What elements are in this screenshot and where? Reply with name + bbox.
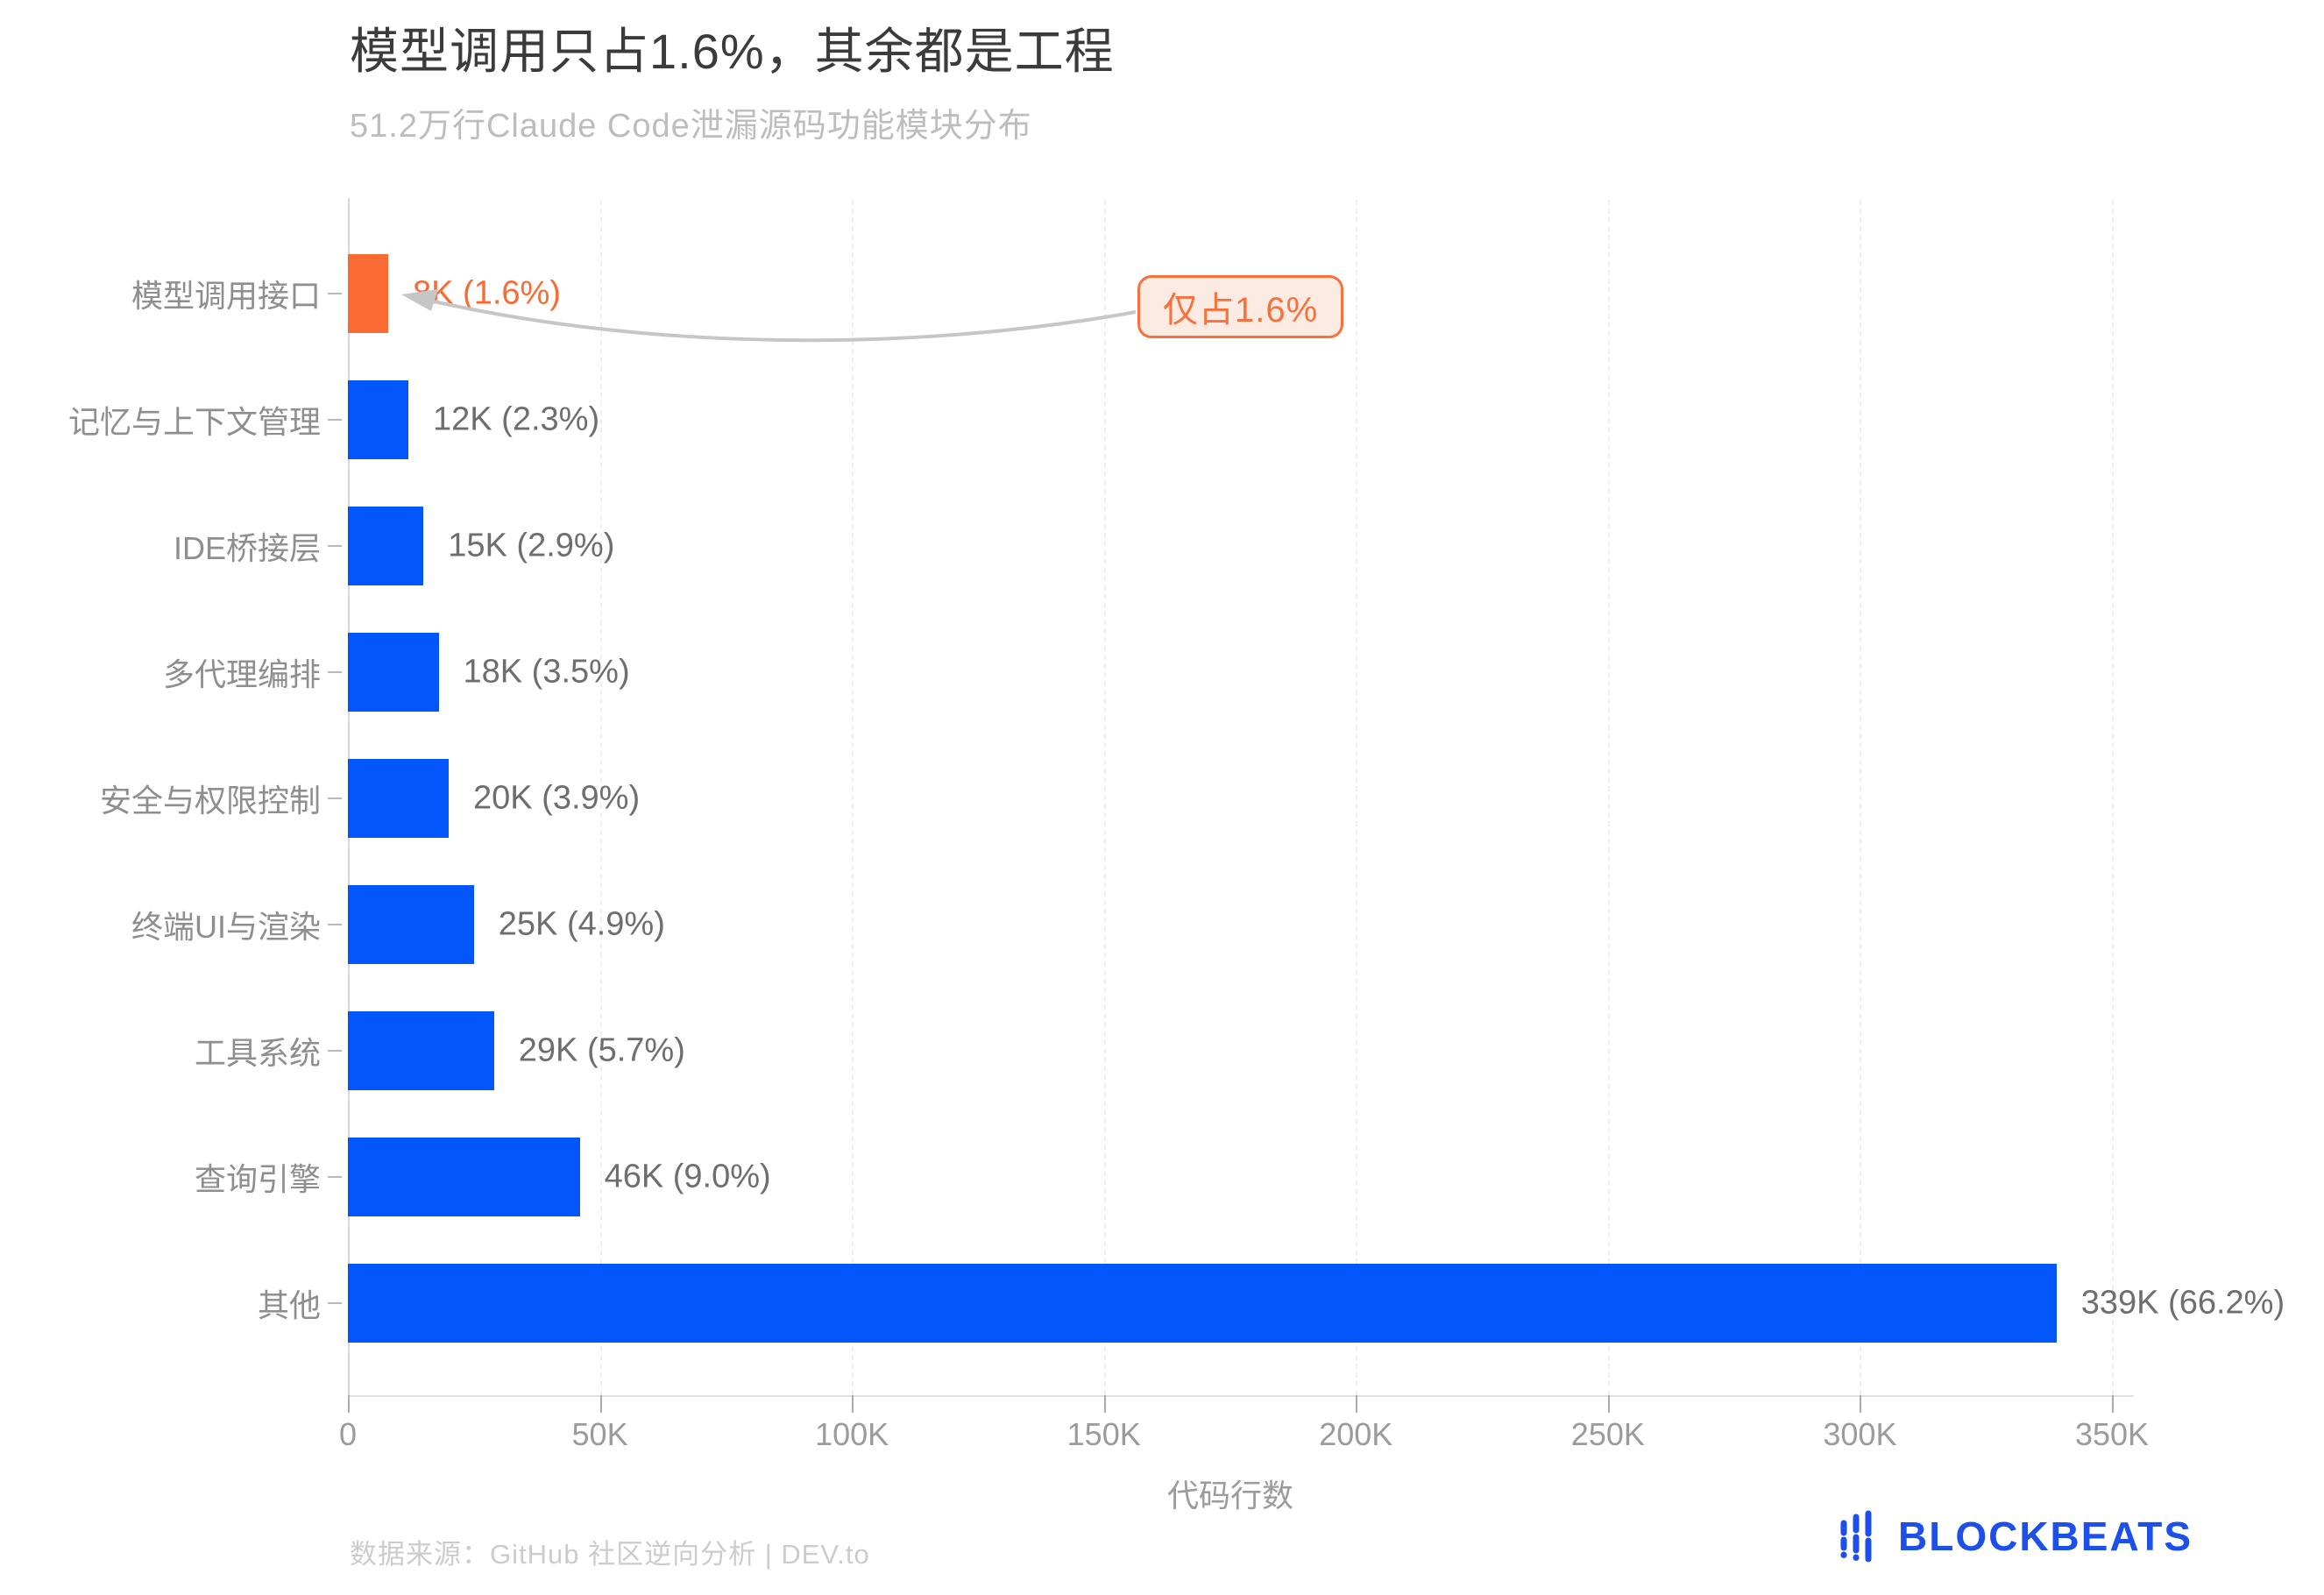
bar-segment [348, 1011, 494, 1090]
bar-value-label: 20K (3.9%) [473, 779, 641, 817]
bar-segment [348, 1138, 580, 1216]
bar-segment [348, 380, 409, 459]
x-axis-tick-label: 300K [1823, 1416, 1897, 1452]
category-label: IDE桥接层 [173, 530, 321, 566]
bar-segment [348, 507, 424, 585]
x-axis-tick [1356, 1395, 1358, 1413]
bar-value-label: 25K (4.9%) [498, 905, 665, 943]
bar-segment [348, 759, 450, 838]
x-axis-tick-label: 150K [1066, 1416, 1141, 1452]
gridline [852, 200, 854, 1395]
bar-value-label: 29K (5.7%) [518, 1031, 685, 1069]
category-label: 安全与权限控制 [99, 783, 321, 819]
x-axis-tick [1103, 1395, 1106, 1413]
category-label: 模型调用接口 [131, 278, 321, 314]
category-label: 记忆与上下文管理 [67, 404, 321, 440]
category-tick [328, 1176, 342, 1178]
blockbeats-logo-icon [1840, 1510, 1872, 1563]
x-axis-title: 代码行数 [1166, 1478, 1293, 1513]
x-axis-tick-label: 50K [571, 1416, 628, 1452]
category-tick [328, 1050, 342, 1052]
bar-value-label: 12K (2.3%) [433, 401, 600, 438]
category-label: 终端UI与渲染 [131, 909, 321, 945]
gridline [1607, 200, 1610, 1395]
category-tick [328, 1302, 342, 1304]
blockbeats-logo: BLOCKBEATS [1839, 1509, 2193, 1563]
chart-subtitle: 51.2万行Claude Code泄漏源码功能模块分布 [350, 108, 1032, 145]
bar-value-label: 18K (3.5%) [463, 653, 630, 691]
bar-segment [348, 1264, 2057, 1343]
category-tick [328, 545, 342, 547]
category-label: 工具系统 [194, 1035, 321, 1071]
x-axis-tick-label: 0 [338, 1416, 358, 1452]
annotation-callout: 仅占1.6% [1137, 275, 1344, 338]
category-label: 查询引擎 [194, 1161, 321, 1197]
data-source-note: 数据来源：GitHub 社区逆向分析 | DEV.to [350, 1539, 870, 1570]
category-tick [328, 419, 342, 421]
bar-segment [348, 633, 439, 712]
x-axis-tick [2112, 1395, 2114, 1413]
x-axis-tick [1860, 1395, 1862, 1413]
annotation-label: 仅占1.6% [1163, 291, 1319, 330]
bar-segment [348, 885, 474, 964]
x-axis-tick [599, 1395, 602, 1413]
x-axis-tick-label: 250K [1570, 1416, 1645, 1452]
gridline [1860, 200, 1862, 1395]
chart-title: 模型调用只占1.6%，其余都是工程 [350, 24, 1115, 79]
gridline [2112, 200, 2114, 1395]
x-axis-tick [852, 1395, 854, 1413]
x-axis-tick-label: 350K [2074, 1416, 2150, 1452]
category-tick [328, 924, 342, 925]
x-axis-line [348, 1395, 2134, 1397]
bar-value-label: 15K (2.9%) [448, 527, 615, 564]
category-tick [328, 798, 342, 799]
bar-value-label: 46K (9.0%) [604, 1158, 771, 1195]
category-tick [328, 293, 342, 294]
category-label: 其他 [257, 1287, 321, 1323]
x-axis-tick [1607, 1395, 1610, 1413]
blockbeats-logo-text: BLOCKBEATS [1898, 1513, 2193, 1559]
bar-value-label: 8K (1.6%) [413, 274, 561, 312]
x-axis-tick-label: 200K [1319, 1416, 1393, 1452]
category-tick [328, 671, 342, 673]
x-axis-tick [348, 1395, 350, 1413]
bar-value-label: 339K (66.2%) [2080, 1284, 2285, 1322]
gridline [599, 200, 602, 1395]
category-label: 多代理编排 [162, 656, 321, 692]
x-axis-tick-label: 100K [815, 1416, 889, 1452]
gridline [1356, 200, 1358, 1395]
gridline [1103, 200, 1106, 1395]
bar-highlighted [348, 254, 388, 333]
